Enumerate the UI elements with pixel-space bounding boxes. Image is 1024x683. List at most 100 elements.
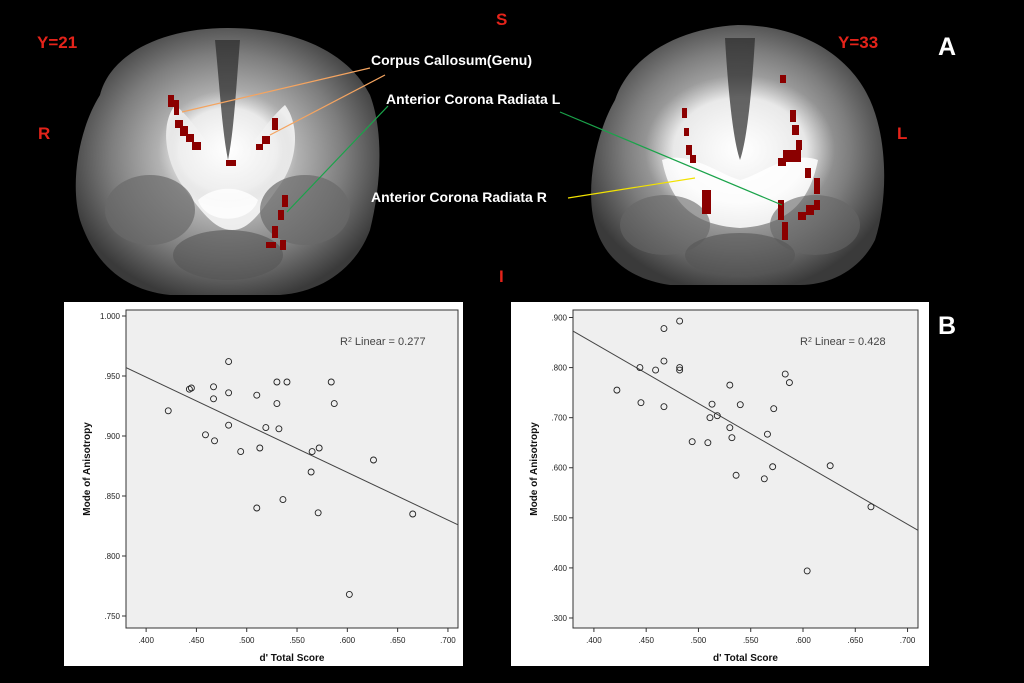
y-tick-label: .500	[551, 514, 567, 523]
data-point	[760, 475, 768, 483]
data-point	[713, 412, 721, 420]
y-tick-label: .900	[104, 432, 120, 441]
data-point	[652, 366, 660, 374]
data-point	[210, 395, 217, 403]
x-tick-label: .450	[189, 636, 205, 645]
y-tick-label: .850	[104, 492, 120, 501]
plot-area	[125, 309, 459, 629]
scatter-chart-right: .400 .450 .500 .550 .600 .650 .700 .900 .800 .700…	[529, 309, 919, 664]
data-point	[704, 439, 712, 447]
y-tick-label: .900	[551, 314, 567, 323]
scatter-panel-left: .400 .450 .500 .550 .600 .650 .700 1.000 .950 .90…	[64, 302, 463, 666]
data-point	[764, 430, 771, 438]
mri-panel-a	[75, 25, 885, 295]
y-axis-label: Mode of Anisotropy	[529, 422, 540, 516]
slice-label-y33: Y=33	[838, 33, 879, 52]
y-tick-label: .750	[104, 612, 120, 621]
data-point	[308, 448, 316, 456]
data-point	[770, 405, 778, 413]
data-point	[769, 463, 777, 471]
x-tick-label: .600	[795, 636, 811, 645]
x-tick-label: .400	[586, 636, 602, 645]
data-point	[237, 448, 245, 456]
x-tick-label: .550	[743, 636, 759, 645]
x-tick-label: .550	[289, 636, 305, 645]
data-point	[273, 378, 281, 386]
data-point	[253, 391, 261, 399]
data-point	[728, 434, 736, 442]
data-point	[409, 510, 417, 518]
data-point	[185, 385, 193, 393]
orientation-right: R	[38, 124, 51, 143]
data-point	[688, 438, 696, 446]
data-point	[613, 386, 621, 394]
orientation-superior: S	[496, 10, 508, 29]
panel-label-b: B	[938, 312, 957, 340]
y-tick-label: .800	[551, 364, 567, 373]
y-tick-label: .950	[104, 372, 120, 381]
x-tick-label: .500	[239, 636, 255, 645]
data-point	[803, 567, 811, 575]
x-tick-label: .700	[900, 636, 916, 645]
y-tick-label: .700	[551, 414, 567, 423]
y-tick-label: .600	[551, 464, 567, 473]
y-tick-label: .800	[104, 552, 120, 561]
data-point	[307, 468, 315, 476]
fit-line	[125, 367, 459, 526]
y-tick-label: 1.000	[100, 312, 121, 321]
data-point	[736, 401, 744, 409]
r2-label: R2 Linear = 0.428	[800, 336, 886, 348]
data-point	[315, 444, 323, 452]
data-point	[275, 425, 283, 433]
x-axis-label: d' Total Score	[713, 653, 778, 664]
data-point	[256, 444, 264, 452]
data-point	[327, 378, 335, 386]
plot-area	[572, 309, 919, 629]
data-point	[660, 325, 668, 332]
data-point	[345, 590, 353, 598]
x-axis-label: d' Total Score	[260, 653, 325, 664]
data-point	[732, 471, 740, 479]
data-point	[283, 378, 291, 386]
data-point	[225, 358, 233, 366]
orientation-inferior: I	[499, 267, 504, 286]
data-point	[706, 414, 714, 422]
r2-label: R2 Linear = 0.277	[340, 336, 426, 348]
annotation-lines	[181, 67, 783, 213]
annotation-acr-right: Anterior Corona Radiata R	[371, 189, 547, 205]
x-tick-label: .650	[390, 636, 406, 645]
data-point	[636, 364, 644, 372]
panel-label-a: A	[938, 33, 957, 61]
data-point	[273, 400, 281, 408]
orientation-left: L	[897, 124, 908, 143]
data-point	[726, 424, 734, 432]
data-point	[785, 379, 793, 387]
data-point	[637, 399, 645, 407]
data-point	[676, 366, 684, 374]
brain-slice-left	[75, 28, 380, 295]
data-point	[708, 400, 716, 408]
annotation-acr-left: Anterior Corona Radiata L	[386, 91, 561, 107]
data-point	[676, 364, 684, 372]
x-tick-label: .650	[847, 636, 863, 645]
data-point	[164, 407, 172, 415]
brain-slice-right	[591, 25, 885, 285]
y-tick-label: .400	[551, 564, 567, 573]
data-point	[314, 509, 322, 517]
data-point	[253, 504, 261, 512]
data-point	[660, 357, 668, 365]
slice-label-y21: Y=21	[37, 33, 78, 52]
data-point	[330, 400, 338, 408]
annotation-corpus-callosum: Corpus Callosum(Genu)	[371, 52, 533, 68]
data-point	[660, 403, 668, 411]
x-tick-label: .700	[440, 636, 456, 645]
data-point	[202, 431, 209, 439]
y-axis-label: Mode of Anisotropy	[82, 422, 93, 516]
data-point	[225, 389, 233, 397]
data-point	[867, 503, 875, 511]
y-tick-label: .300	[551, 614, 567, 623]
data-point	[781, 370, 789, 378]
data-point	[676, 317, 684, 325]
x-tick-label: .400	[138, 636, 154, 645]
data-point	[211, 437, 218, 445]
